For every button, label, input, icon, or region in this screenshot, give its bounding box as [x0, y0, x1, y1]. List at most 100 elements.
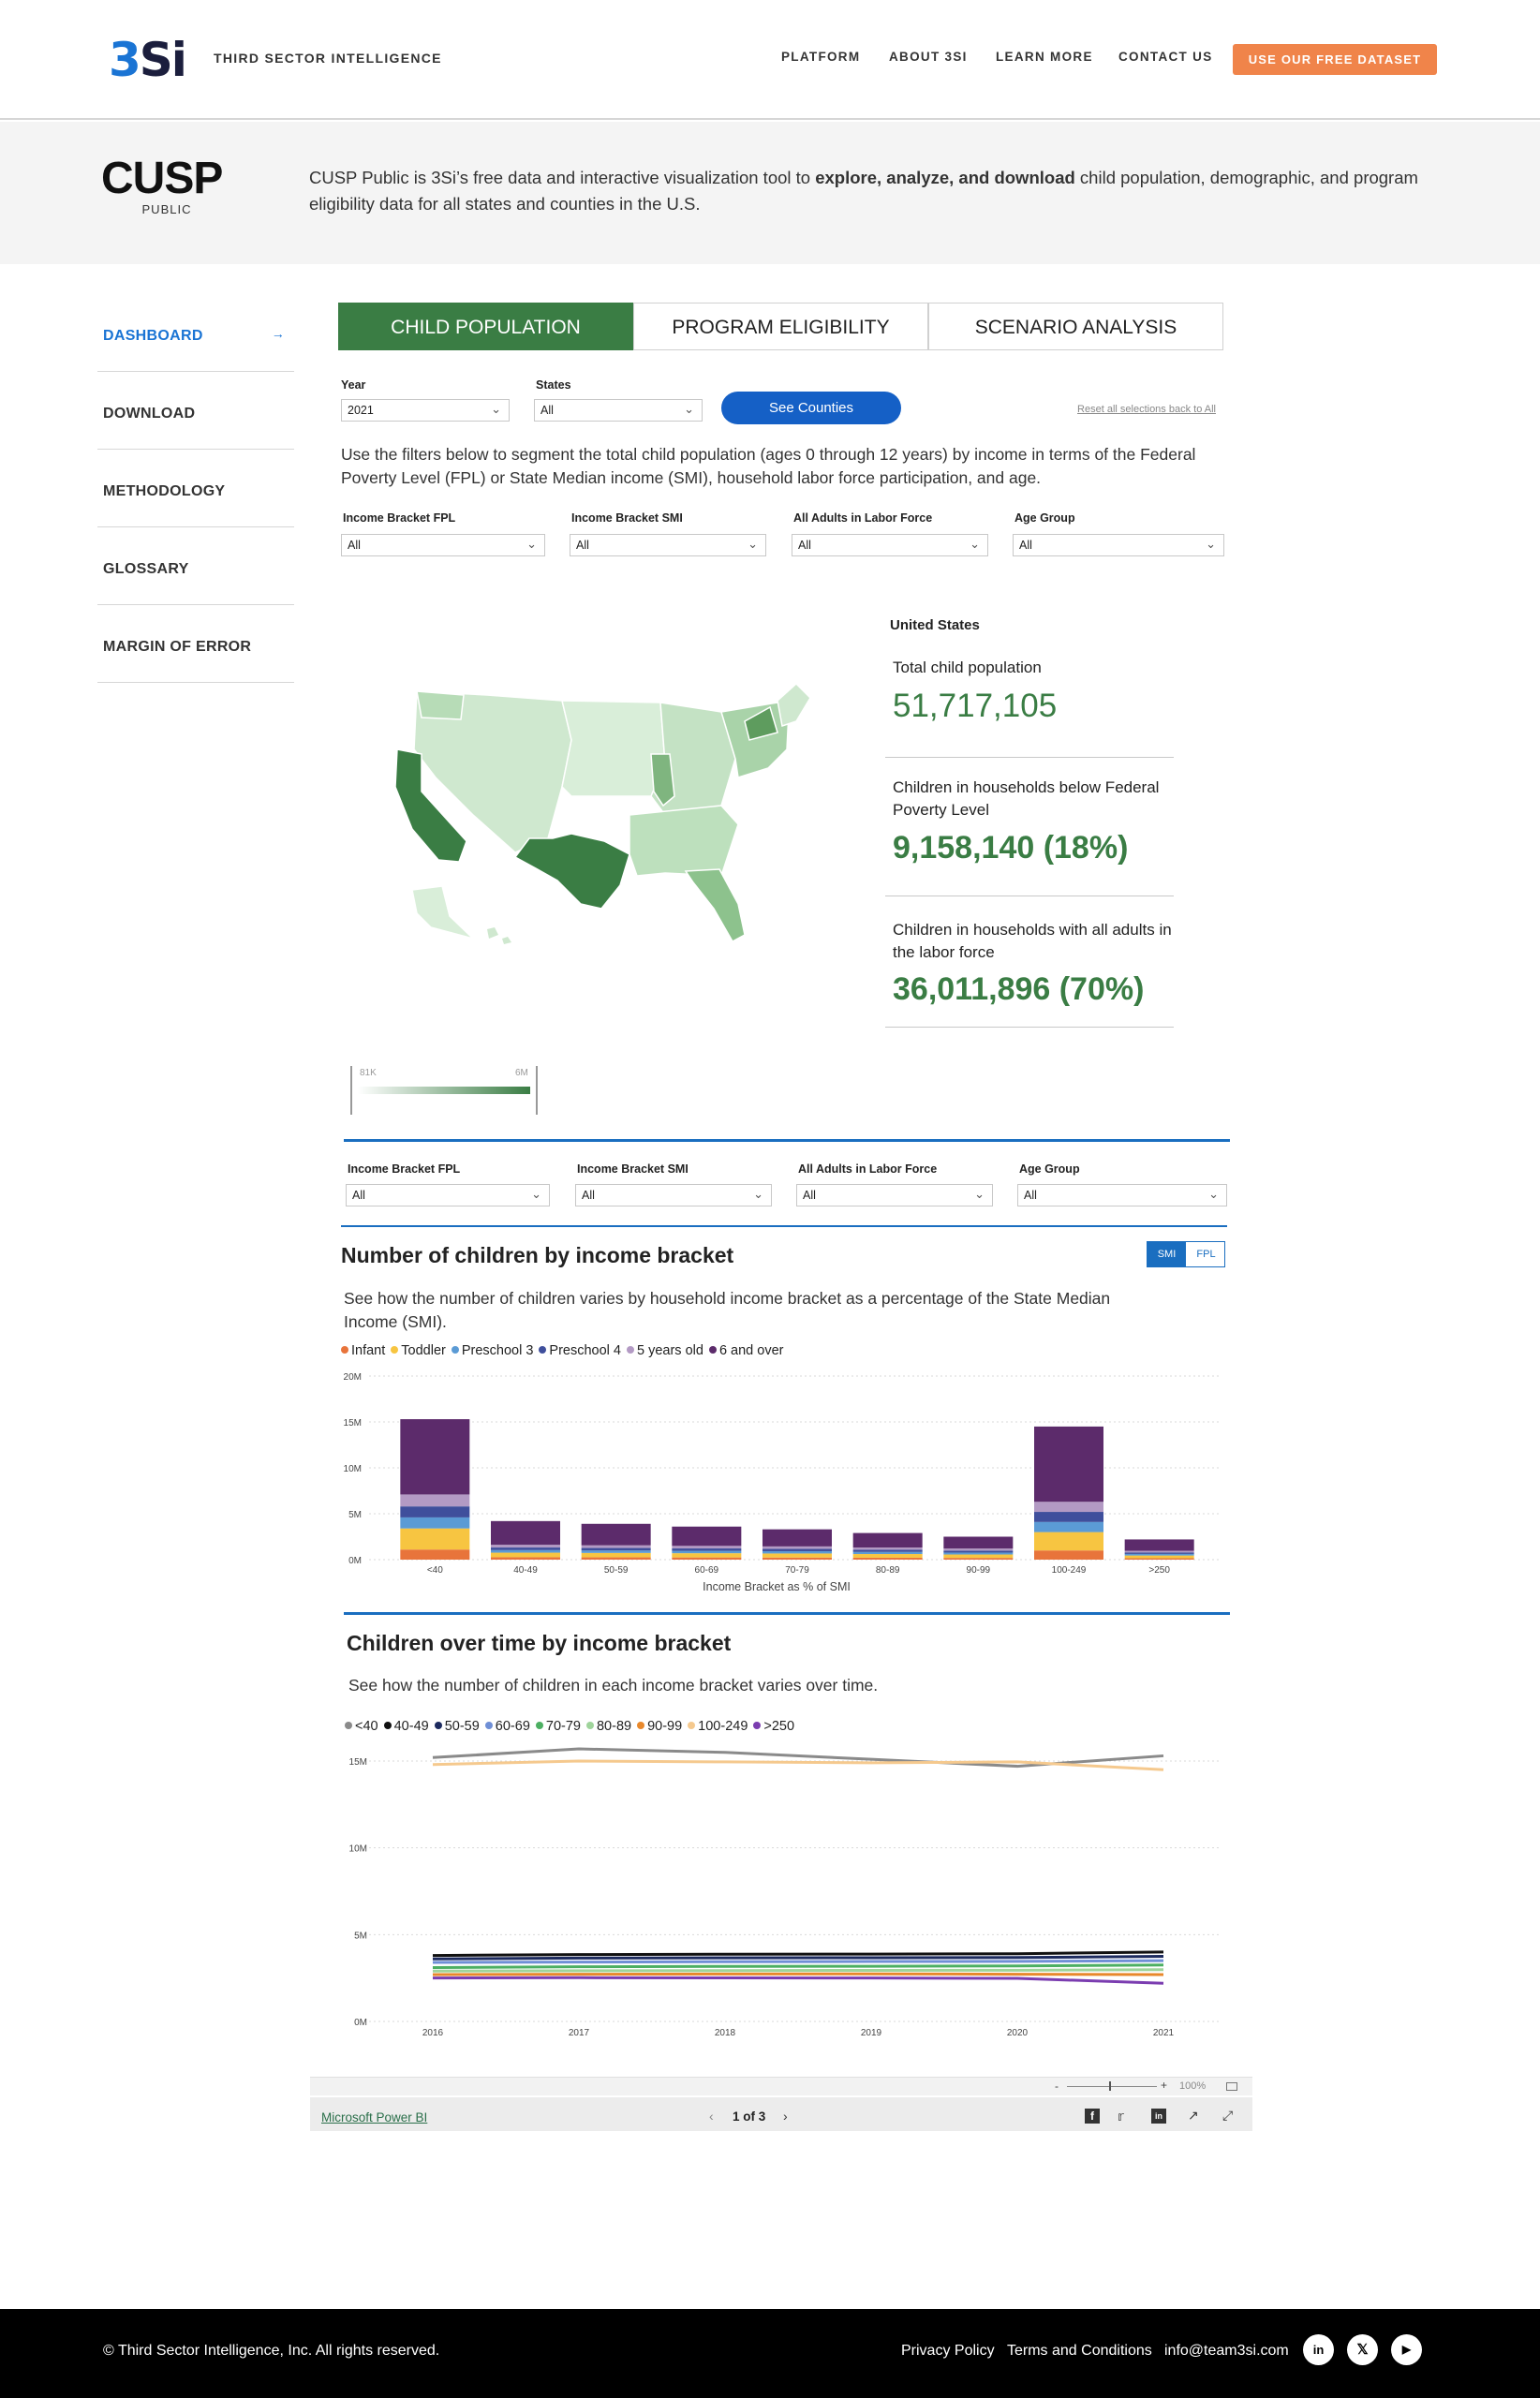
- sidebar-item-download[interactable]: DOWNLOAD: [97, 372, 294, 450]
- next-page-icon[interactable]: ›: [783, 2109, 788, 2124]
- powerbi-link[interactable]: Microsoft Power BI: [321, 2110, 428, 2124]
- income-fpl-select[interactable]: All ⌄: [341, 534, 545, 556]
- facebook-share-icon[interactable]: f: [1085, 2109, 1100, 2124]
- tab-child-population[interactable]: CHILD POPULATION: [338, 303, 633, 350]
- email-link[interactable]: info@team3si.com: [1164, 2343, 1289, 2359]
- bar-segment[interactable]: [400, 1549, 470, 1560]
- bar-segment[interactable]: [1034, 1512, 1103, 1522]
- map-state-new-england[interactable]: [777, 682, 811, 727]
- zoom-out-button[interactable]: -: [1055, 2080, 1059, 2093]
- reset-selections-link[interactable]: Reset all selections back to All: [1077, 404, 1216, 415]
- series-line[interactable]: [432, 1950, 1164, 1958]
- map-state-texas[interactable]: [513, 833, 630, 910]
- bar-segment[interactable]: [943, 1548, 1014, 1551]
- legend-item[interactable]: 70-79: [535, 1719, 581, 1734]
- legend-item[interactable]: 80-89: [585, 1719, 631, 1734]
- labor-force-select-2[interactable]: All ⌄: [796, 1184, 993, 1206]
- age-group-select-2[interactable]: All ⌄: [1017, 1184, 1227, 1206]
- tab-scenario-analysis[interactable]: SCENARIO ANALYSIS: [928, 303, 1223, 350]
- income-fpl-select-2[interactable]: All ⌄: [346, 1184, 550, 1206]
- legend-item[interactable]: Preschool 3: [451, 1343, 533, 1358]
- map-state-south[interactable]: [629, 805, 739, 877]
- bar-segment[interactable]: [763, 1529, 832, 1547]
- bar-segment[interactable]: [400, 1506, 470, 1517]
- income-smi-select[interactable]: All ⌄: [570, 534, 766, 556]
- bar-segment[interactable]: [672, 1526, 742, 1547]
- sidebar-item-methodology[interactable]: METHODOLOGY: [97, 450, 294, 527]
- toggle-smi[interactable]: SMI: [1148, 1242, 1186, 1266]
- x-icon[interactable]: 𝕏: [1347, 2334, 1378, 2365]
- series-line[interactable]: [432, 1759, 1164, 1771]
- bar-segment[interactable]: [943, 1536, 1014, 1549]
- zoom-slider-thumb[interactable]: [1109, 2081, 1111, 2091]
- sidebar-item-margin-of-error[interactable]: MARGIN OF ERROR: [97, 605, 294, 683]
- legend-item[interactable]: 50-59: [434, 1719, 480, 1734]
- bar-segment[interactable]: [581, 1547, 651, 1551]
- nav-contact[interactable]: CONTACT US: [1118, 50, 1213, 64]
- legend-item[interactable]: 5 years old: [627, 1343, 703, 1358]
- bar-segment[interactable]: [1124, 1555, 1194, 1559]
- legend-item[interactable]: 100-249: [688, 1719, 748, 1734]
- bar-chart[interactable]: 0M 5M 10M 15M 20M <40 40-49 50-59 60-69 70-79 80-8…: [341, 1363, 1231, 1597]
- share-icon[interactable]: ↗: [1188, 2108, 1199, 2123]
- bar-segment[interactable]: [763, 1548, 832, 1551]
- bar-segment[interactable]: [852, 1557, 923, 1560]
- age-group-select[interactable]: All ⌄: [1013, 534, 1224, 556]
- bar-segment[interactable]: [1124, 1550, 1194, 1553]
- 3si-logo[interactable]: 3Si: [109, 32, 187, 88]
- prev-page-icon[interactable]: ‹: [709, 2109, 714, 2124]
- twitter-share-icon[interactable]: 𝕣: [1118, 2109, 1124, 2124]
- bar-segment[interactable]: [491, 1520, 560, 1546]
- legend-item[interactable]: >250: [753, 1719, 794, 1734]
- zoom-slider[interactable]: [1067, 2086, 1157, 2087]
- map-state-new-york[interactable]: [744, 705, 778, 741]
- free-dataset-button[interactable]: USE OUR FREE DATASET: [1233, 44, 1437, 75]
- see-counties-button[interactable]: See Counties: [721, 392, 901, 424]
- bar-segment[interactable]: [852, 1532, 923, 1548]
- legend-item[interactable]: Toddler: [391, 1343, 446, 1358]
- bar-segment[interactable]: [852, 1547, 923, 1550]
- legend-item[interactable]: Infant: [341, 1343, 385, 1358]
- series-line[interactable]: [432, 1968, 1164, 1973]
- bar-segment[interactable]: [763, 1546, 832, 1549]
- nav-about[interactable]: ABOUT 3SI: [889, 50, 968, 64]
- line-chart[interactable]: 0M 5M 10M 15M 2016 2017 2018 2019 2020 2021: [341, 1742, 1231, 2042]
- bar-segment[interactable]: [672, 1548, 742, 1551]
- bar-segment[interactable]: [491, 1545, 560, 1548]
- bar-segment[interactable]: [1124, 1552, 1194, 1554]
- tab-program-eligibility[interactable]: PROGRAM ELIGIBILITY: [633, 303, 928, 350]
- nav-learn-more[interactable]: LEARN MORE: [996, 50, 1093, 64]
- bar-segment[interactable]: [400, 1517, 470, 1529]
- states-select[interactable]: All ⌄: [534, 399, 703, 422]
- year-select[interactable]: 2021 ⌄: [341, 399, 510, 422]
- bar-segment[interactable]: [943, 1554, 1014, 1559]
- map-state-california[interactable]: [394, 748, 467, 863]
- sidebar-item-dashboard[interactable]: DASHBOARD →: [97, 294, 294, 372]
- bar-segment[interactable]: [491, 1557, 560, 1560]
- legend-item[interactable]: 6 and over: [708, 1343, 783, 1358]
- bar-segment[interactable]: [491, 1552, 560, 1558]
- bar-segment[interactable]: [763, 1553, 832, 1558]
- bar-segment[interactable]: [943, 1552, 1014, 1555]
- bar-segment[interactable]: [1124, 1553, 1194, 1556]
- privacy-policy-link[interactable]: Privacy Policy: [901, 2343, 995, 2359]
- legend-item[interactable]: <40: [345, 1719, 378, 1734]
- terms-link[interactable]: Terms and Conditions: [1007, 2343, 1152, 2359]
- bar-segment[interactable]: [1124, 1539, 1194, 1551]
- bar-segment[interactable]: [672, 1553, 742, 1558]
- bar-segment[interactable]: [491, 1549, 560, 1553]
- bar-segment[interactable]: [943, 1550, 1014, 1553]
- income-smi-select-2[interactable]: All ⌄: [575, 1184, 772, 1206]
- bar-segment[interactable]: [1034, 1521, 1103, 1532]
- youtube-icon[interactable]: ▶: [1391, 2334, 1422, 2365]
- series-line[interactable]: [432, 1955, 1164, 1961]
- bar-segment[interactable]: [1034, 1502, 1103, 1513]
- series-line[interactable]: [432, 1959, 1164, 1964]
- fit-to-page-icon[interactable]: [1226, 2082, 1237, 2091]
- linkedin-icon[interactable]: in: [1303, 2334, 1334, 2365]
- nav-platform[interactable]: PLATFORM: [781, 50, 861, 64]
- bar-segment[interactable]: [581, 1552, 651, 1558]
- bar-segment[interactable]: [1124, 1558, 1194, 1560]
- bar-segment[interactable]: [400, 1494, 470, 1507]
- bar-segment[interactable]: [1034, 1532, 1103, 1551]
